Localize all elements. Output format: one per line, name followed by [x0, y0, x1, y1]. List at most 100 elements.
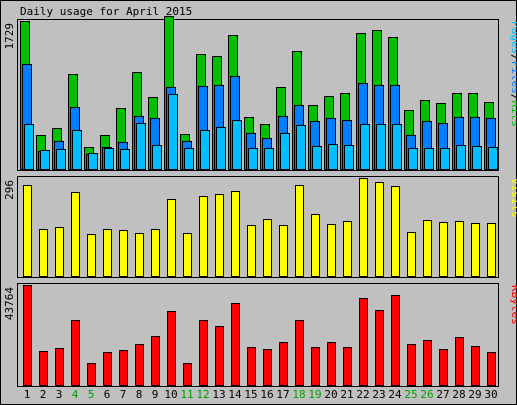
bar-visits-day-24 [391, 186, 400, 277]
bar-pages-day-1 [24, 124, 34, 170]
panel-visits-frame [17, 176, 499, 278]
panel-kbytes: 43764 KBytes [3, 283, 517, 387]
bar-pages-day-29 [472, 146, 482, 170]
bar-visits-day-30 [487, 223, 496, 277]
bar-kbytes-day-10 [167, 311, 176, 386]
bar-kbytes-day-26 [423, 340, 432, 386]
bar-kbytes-day-20 [327, 342, 336, 386]
bar-visits-day-17 [279, 225, 288, 277]
bar-pages-day-22 [360, 124, 370, 170]
x-tick-label-day-17: 17 [276, 388, 289, 401]
bar-visits-day-1 [23, 185, 32, 277]
bar-visits-day-11 [183, 233, 192, 277]
bar-visits-day-5 [87, 234, 96, 277]
x-tick-label-day-29: 29 [468, 388, 481, 401]
bar-pages-day-24 [392, 124, 402, 170]
legend-hits-segment-0: Pages [509, 21, 517, 54]
panel-hits-legend: Pages/Files/Hits [509, 21, 517, 127]
x-tick-label-day-6: 6 [104, 388, 111, 401]
bar-visits-day-26 [423, 220, 432, 277]
bar-kbytes-day-5 [87, 363, 96, 386]
panel-visits-max-label: 296 [3, 180, 16, 200]
bar-pages-day-3 [56, 149, 66, 170]
x-tick-label-day-30: 30 [484, 388, 497, 401]
x-tick-label-day-1: 1 [24, 388, 31, 401]
bar-visits-day-19 [311, 214, 320, 277]
bar-pages-day-17 [280, 133, 290, 170]
x-tick-label-day-10: 10 [164, 388, 177, 401]
x-tick-label-day-8: 8 [136, 388, 143, 401]
bar-pages-day-12 [200, 130, 210, 170]
bar-visits-day-2 [39, 229, 48, 277]
x-tick-label-day-4: 4 [72, 388, 79, 401]
bar-visits-day-25 [407, 232, 416, 277]
bar-visits-day-21 [343, 221, 352, 277]
bar-pages-day-8 [136, 123, 146, 170]
bar-visits-day-3 [55, 227, 64, 277]
bar-visits-day-23 [375, 182, 384, 277]
x-tick-label-day-22: 22 [356, 388, 369, 401]
x-tick-label-day-24: 24 [388, 388, 402, 401]
bar-pages-day-27 [440, 148, 450, 170]
bar-kbytes-day-17 [279, 342, 288, 386]
legend-hits-segment-1: / [509, 54, 517, 61]
panel-kbytes-legend: KBytes [509, 285, 517, 325]
x-tick-label-day-26: 26 [420, 388, 433, 401]
bar-pages-day-20 [328, 144, 338, 170]
bar-pages-day-6 [104, 148, 114, 170]
bar-pages-day-23 [376, 124, 386, 170]
bar-pages-day-11 [184, 148, 194, 170]
bar-kbytes-day-18 [295, 320, 304, 386]
bar-kbytes-day-15 [247, 347, 256, 386]
bar-pages-day-18 [296, 125, 306, 170]
bar-pages-day-19 [312, 146, 322, 170]
legend-hits-segment-2: Files [509, 61, 517, 94]
x-tick-label-day-7: 7 [120, 388, 127, 401]
x-tick-label-day-13: 13 [212, 388, 225, 401]
bar-kbytes-day-30 [487, 352, 496, 386]
bar-kbytes-day-25 [407, 344, 416, 386]
x-tick-label-day-19: 19 [308, 388, 321, 401]
bar-pages-day-30 [488, 147, 498, 170]
bar-kbytes-day-29 [471, 346, 480, 386]
bar-kbytes-day-22 [359, 298, 368, 386]
bar-pages-day-16 [264, 148, 274, 170]
panel-visits: 296 Visits [3, 176, 517, 278]
x-tick-label-day-9: 9 [152, 388, 159, 401]
panel-kbytes-frame [17, 283, 499, 387]
bar-pages-day-28 [456, 145, 466, 170]
bar-pages-day-21 [344, 145, 354, 170]
bar-visits-day-15 [247, 225, 256, 277]
bar-pages-day-14 [232, 120, 242, 170]
x-tick-label-day-27: 27 [436, 388, 449, 401]
bar-visits-day-8 [135, 233, 144, 277]
bar-kbytes-day-27 [439, 349, 448, 386]
bar-pages-day-26 [424, 148, 434, 170]
bar-pages-day-25 [408, 148, 418, 170]
bar-visits-day-7 [119, 230, 128, 277]
bar-visits-day-29 [471, 223, 480, 277]
panel-kbytes-max-label: 43764 [3, 287, 16, 320]
bar-kbytes-day-12 [199, 320, 208, 386]
bar-pages-day-9 [152, 145, 162, 170]
bar-kbytes-day-8 [135, 344, 144, 386]
bar-kbytes-day-24 [391, 295, 400, 386]
x-tick-label-day-18: 18 [292, 388, 305, 401]
x-tick-label-day-12: 12 [196, 388, 209, 401]
bar-kbytes-day-2 [39, 351, 48, 386]
bar-visits-day-27 [439, 222, 448, 277]
x-tick-label-day-20: 20 [324, 388, 337, 401]
bar-kbytes-day-19 [311, 347, 320, 386]
bar-kbytes-day-11 [183, 363, 192, 386]
bar-visits-day-6 [103, 229, 112, 277]
legend-hits-segment-3: / [509, 94, 517, 101]
x-tick-label-day-11: 11 [180, 388, 193, 401]
x-tick-label-day-14: 14 [228, 388, 242, 401]
bar-pages-day-15 [248, 148, 258, 170]
bar-kbytes-day-4 [71, 320, 80, 386]
bar-kbytes-day-7 [119, 350, 128, 386]
bar-pages-day-4 [72, 130, 82, 170]
x-tick-label-day-28: 28 [452, 388, 465, 401]
